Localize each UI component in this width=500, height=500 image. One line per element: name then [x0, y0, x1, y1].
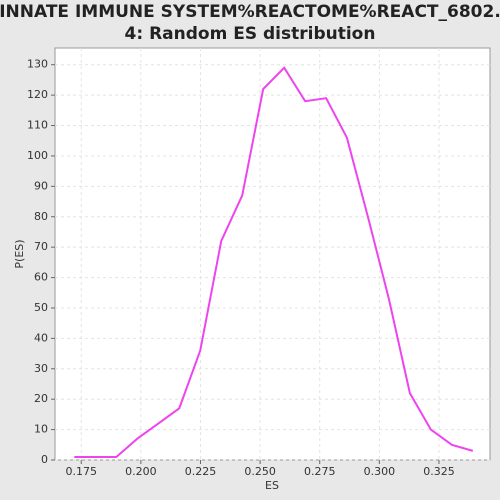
y-axis-label: P(ES) [13, 239, 26, 268]
y-tick-label: 0 [41, 453, 48, 466]
y-tick-label: 60 [34, 271, 48, 284]
y-tick-label: 20 [34, 392, 48, 405]
y-tick-label: 50 [34, 301, 48, 314]
y-tick-label: 110 [27, 119, 48, 132]
x-tick-label: 0.250 [244, 465, 276, 478]
x-tick-label: 0.200 [125, 465, 157, 478]
data-line [74, 66, 474, 458]
y-tick-label: 10 [34, 423, 48, 436]
plot-area [54, 47, 491, 461]
y-tick-label: 70 [34, 240, 48, 253]
x-tick-label: 0.325 [423, 465, 455, 478]
y-tick-label: 90 [34, 179, 48, 192]
x-tick-label: 0.275 [304, 465, 336, 478]
y-tick-label: 30 [34, 362, 48, 375]
x-tick-label: 0.300 [364, 465, 396, 478]
y-tick-label: 120 [27, 88, 48, 101]
y-tick-label: 80 [34, 210, 48, 223]
x-tick-label: 0.225 [185, 465, 217, 478]
y-tick-label: 100 [27, 149, 48, 162]
y-tick-label: 40 [34, 331, 48, 344]
chart-title: 4: Random ES distribution [125, 24, 376, 44]
chart-title: INNATE IMMUNE SYSTEM%REACTOME%REACT_6802… [0, 2, 500, 22]
y-tick-label: 130 [27, 58, 48, 71]
x-axis-label: ES [265, 479, 279, 492]
x-tick-label: 0.175 [65, 465, 97, 478]
